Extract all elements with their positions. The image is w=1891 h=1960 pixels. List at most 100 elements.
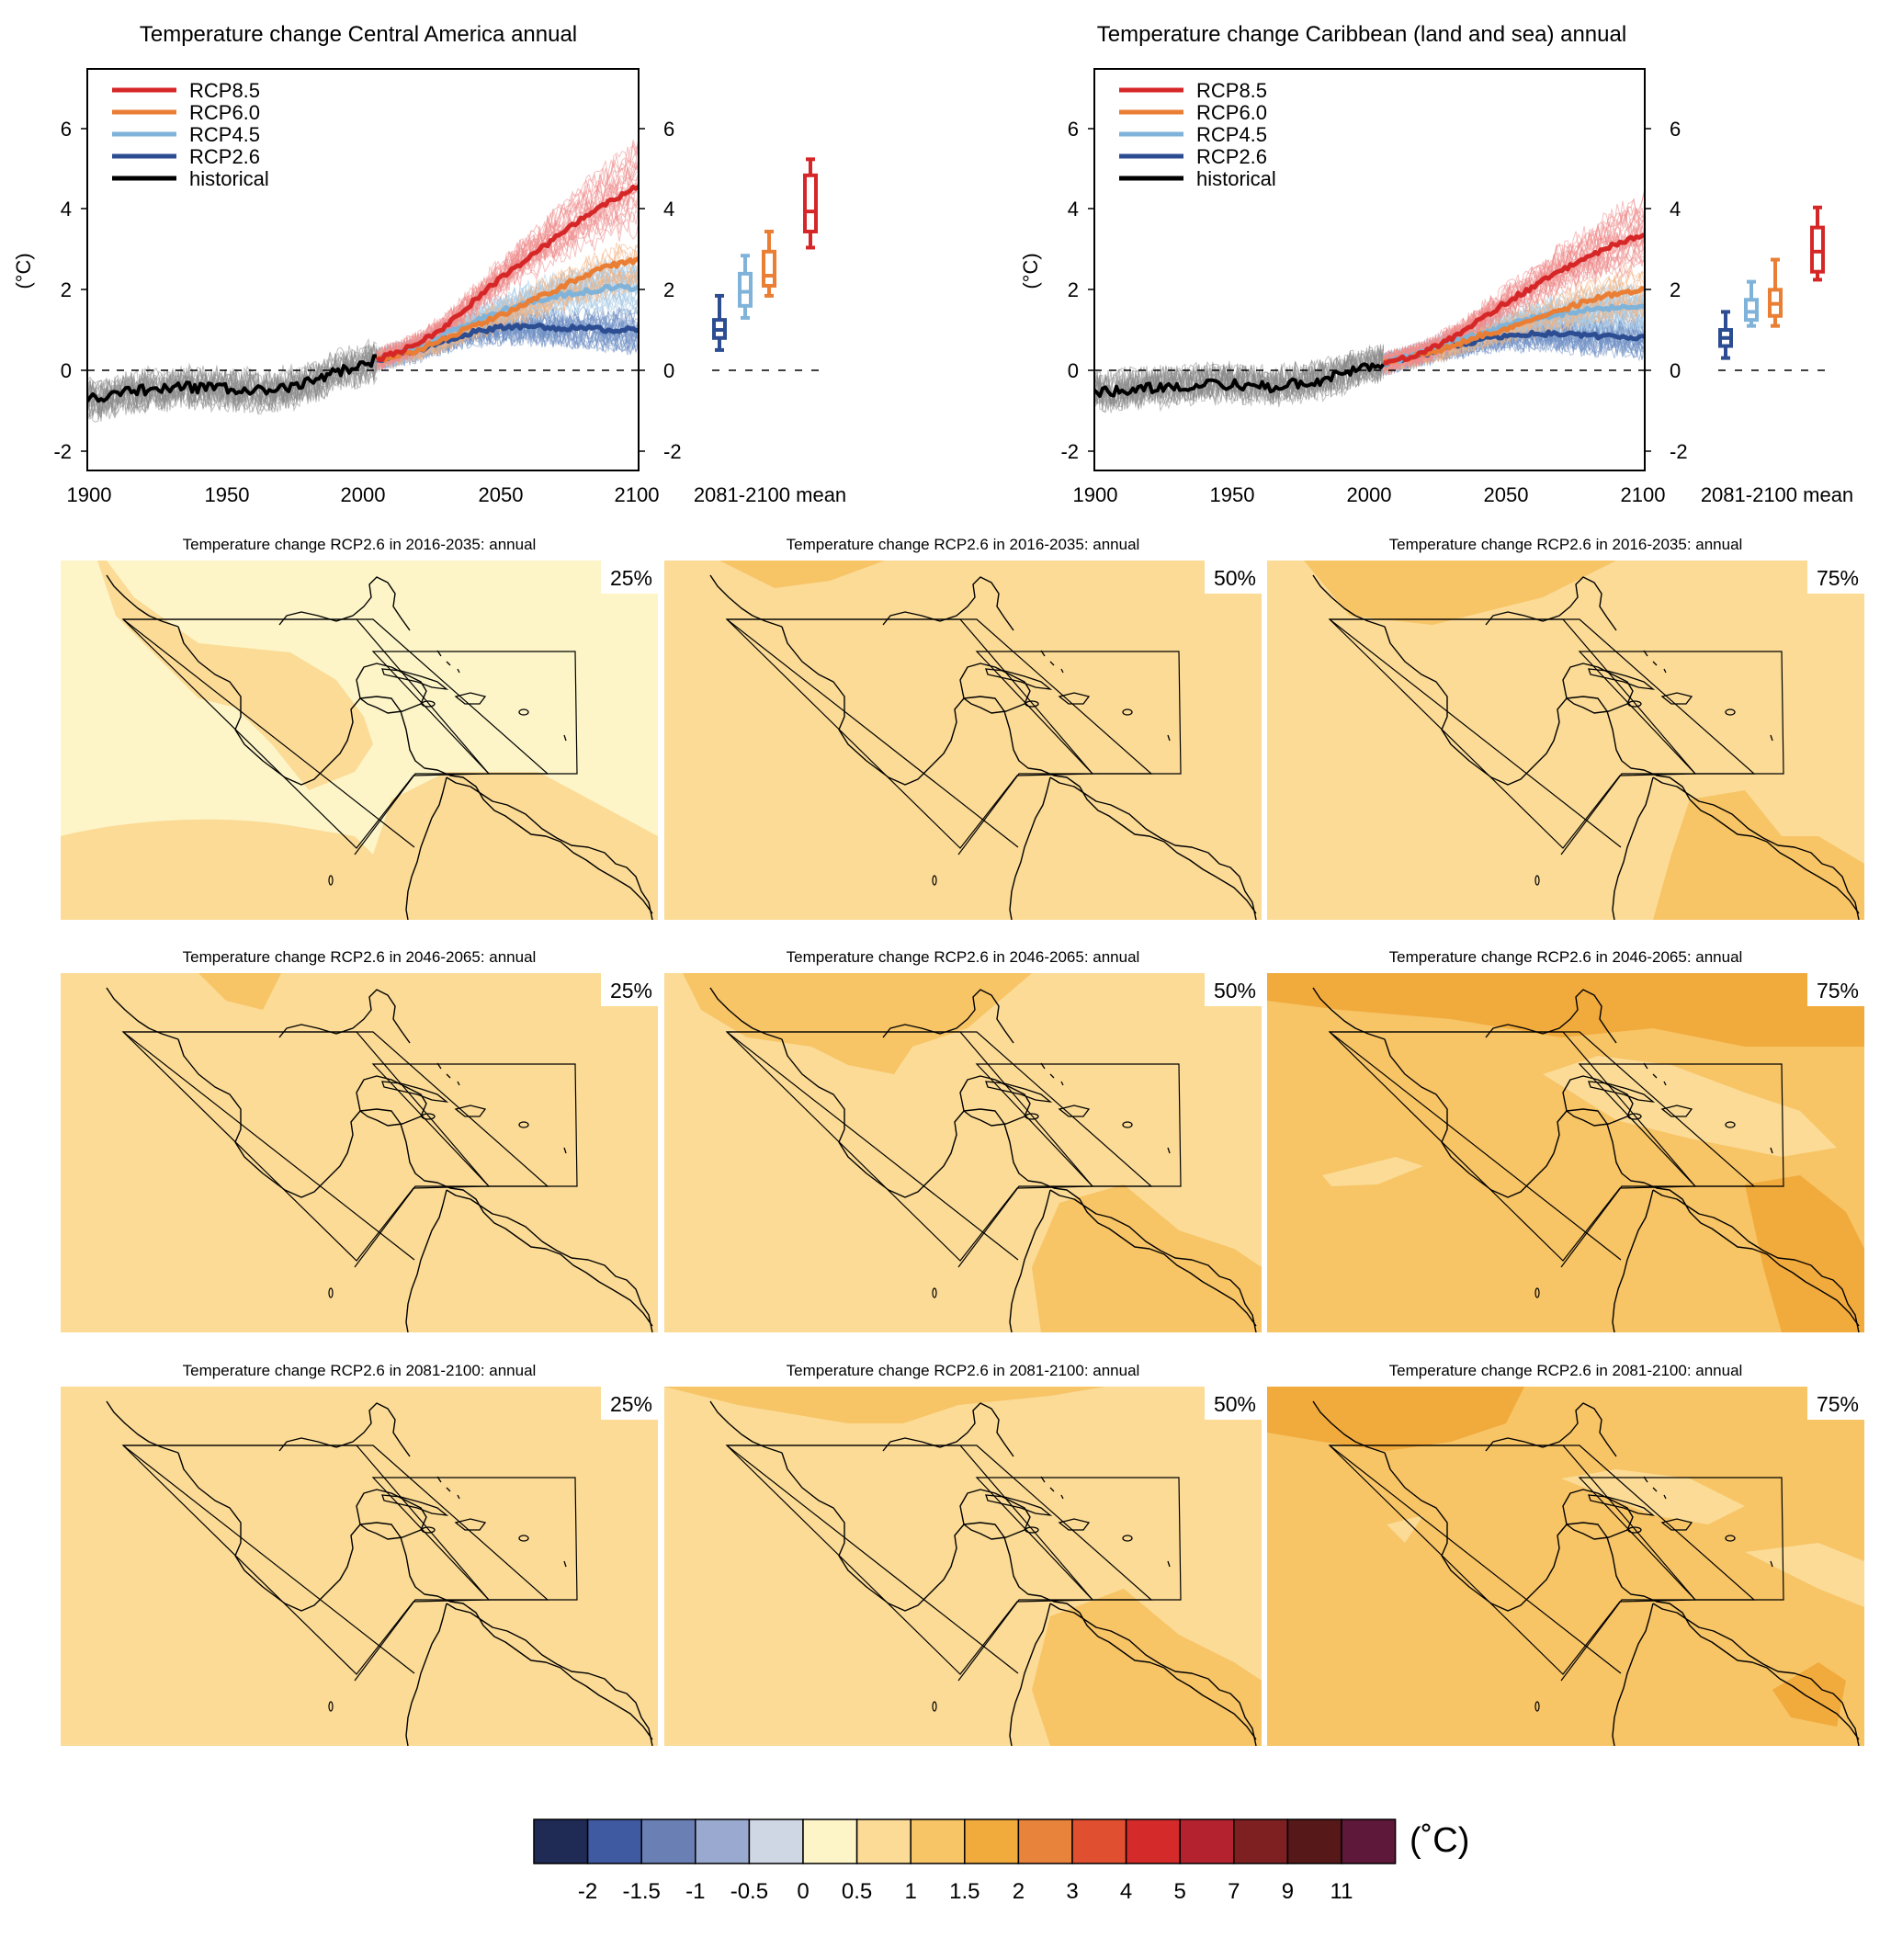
island-small — [563, 1147, 567, 1154]
scenario-mean-line — [375, 184, 639, 363]
coastline — [106, 574, 653, 914]
coastline — [1485, 1402, 1617, 1457]
colorbar-tick-label: 0.5 — [842, 1879, 872, 1904]
colorbar-swatch — [964, 1818, 1020, 1864]
y-tick-label: -2 — [1670, 440, 1688, 463]
island-hispaniola — [1660, 1105, 1693, 1117]
map-title: Temperature change RCP2.6 in 2081-2100: … — [183, 1362, 537, 1379]
colorbar-swatch — [748, 1818, 804, 1864]
colorbar-swatch — [640, 1818, 696, 1864]
island-jamaica — [421, 700, 436, 708]
colorbar-swatch — [533, 1818, 589, 1864]
legend-label: RCP4.5 — [1196, 123, 1267, 146]
ts-series-group — [1094, 187, 1645, 414]
y-tick-label: 2 — [1068, 278, 1079, 301]
island-small — [1167, 1147, 1171, 1154]
percentile-label: 25% — [610, 979, 652, 1003]
coastline — [1049, 1603, 1257, 1746]
island-cuba — [381, 1081, 449, 1103]
island-galapagos — [932, 1287, 937, 1298]
island-puertorico — [1122, 1121, 1133, 1128]
historical-mean-line — [1094, 362, 1385, 398]
coastline — [1009, 1603, 1051, 1746]
island-small — [563, 734, 567, 742]
legend-label: RCP8.5 — [1196, 79, 1267, 102]
coastline — [1312, 574, 1860, 914]
region-outline-polygon — [121, 1031, 491, 1262]
island-small — [563, 1560, 567, 1568]
boxplot-group — [712, 157, 818, 352]
island-jamaica — [421, 1526, 436, 1534]
map-panel: Temperature change RCP2.6 in 2016-2035: … — [61, 536, 658, 920]
island-hispaniola — [454, 692, 487, 705]
y-tick-label: -2 — [53, 440, 72, 463]
region-outline-caribbean — [1578, 1477, 1784, 1601]
x-tick-label: 2100 — [1621, 483, 1666, 506]
map-title: Temperature change RCP2.6 in 2046-2065: … — [1389, 948, 1743, 966]
y-tick-label: -2 — [663, 440, 682, 463]
y-tick-label: 2 — [61, 278, 72, 301]
scenario-member-line — [376, 178, 639, 366]
y-axis-right: -2 0 2 4 6 — [1645, 118, 1688, 463]
coastline — [709, 1400, 1257, 1740]
ts-panel-caribbean: Temperature change Caribbean (land and s… — [1019, 22, 1853, 506]
percentile-label: 75% — [1817, 566, 1859, 590]
y-axis-right: -2 0 2 4 6 — [639, 118, 682, 463]
scenario-mean-line — [1382, 286, 1645, 365]
ts-title: Temperature change Caribbean (land and s… — [1097, 22, 1626, 47]
x-tick-label: 2000 — [1347, 483, 1392, 506]
colorbar-swatch — [1179, 1818, 1235, 1864]
colorbar-swatch — [1341, 1818, 1397, 1864]
map-background — [61, 1387, 658, 1746]
coastline — [1485, 576, 1617, 631]
scenario-mean-line — [1382, 232, 1645, 366]
coastline — [1652, 1603, 1860, 1746]
y-axis-left: -2 0 2 4 6 — [1060, 118, 1094, 463]
coastline — [1485, 989, 1617, 1044]
map-area — [664, 1387, 1262, 1746]
box-body — [803, 173, 818, 233]
island-puertorico — [518, 1535, 529, 1542]
y-tick-label: 2 — [1670, 278, 1681, 301]
scenario-mean-line — [375, 256, 639, 363]
colorbar-tick-label: 7 — [1228, 1879, 1240, 1904]
coastline — [959, 1489, 1031, 1540]
island-galapagos — [328, 875, 334, 886]
coastline — [1612, 1603, 1654, 1746]
colorbar-tick-label: -0.5 — [730, 1879, 768, 1904]
island-cuba — [381, 668, 449, 690]
region-outline-caribbean — [975, 651, 1182, 775]
coastline — [1312, 987, 1860, 1327]
island-galapagos — [932, 875, 937, 886]
x-tick-label: 2000 — [341, 483, 386, 506]
colorbar-swatch — [1071, 1818, 1127, 1864]
x-tick-label: 1900 — [67, 483, 112, 506]
island-small — [1770, 1147, 1773, 1154]
coastline — [882, 576, 1014, 631]
island-cuba — [985, 1081, 1053, 1103]
map-area — [1267, 561, 1864, 920]
percentile-label: 25% — [610, 566, 652, 590]
y-tick-label: 0 — [61, 359, 72, 382]
colorbar-tick-label: 4 — [1120, 1879, 1132, 1904]
legend-label: RCP6.0 — [1196, 101, 1267, 124]
percentile-label: 50% — [1214, 566, 1256, 590]
island-hispaniola — [454, 1518, 487, 1531]
coastline — [1009, 776, 1051, 920]
coastline — [882, 989, 1014, 1044]
coastline — [1562, 663, 1634, 714]
map-panel: Temperature change RCP2.6 in 2046-2065: … — [61, 948, 658, 1332]
region-outline-polygon — [1328, 1445, 1697, 1675]
map-panel: Temperature change RCP2.6 in 2016-2035: … — [1267, 536, 1864, 920]
percentile-label: 75% — [1817, 1392, 1859, 1416]
island-jamaica — [1025, 700, 1039, 708]
colorbar-tick-label: -1 — [685, 1879, 705, 1904]
island-cuba — [1588, 668, 1656, 690]
percentile-badge — [1205, 561, 1262, 594]
legend-label: RCP2.6 — [1196, 145, 1267, 168]
y-tick-label: 4 — [61, 198, 72, 221]
colorbar-tick-label: 3 — [1066, 1879, 1078, 1904]
coastline — [709, 574, 1257, 914]
region-outline-caribbean — [371, 651, 578, 775]
colorbar-tick-label: -2 — [578, 1879, 597, 1904]
